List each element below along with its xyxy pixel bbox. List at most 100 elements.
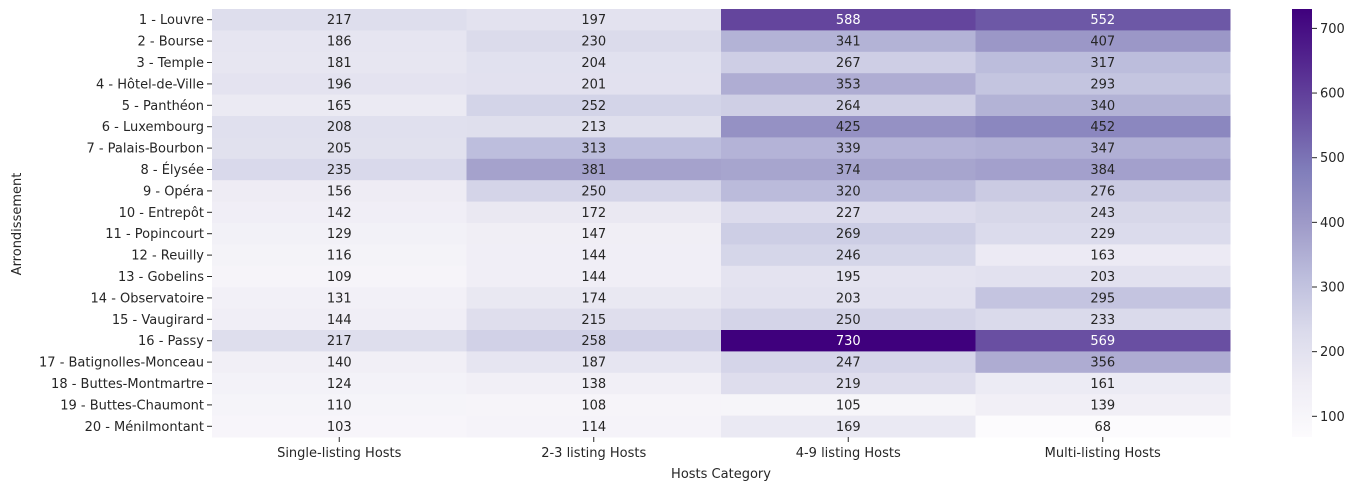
heatmap-cell	[212, 201, 467, 224]
colorbar-tick-label: 400	[1320, 216, 1345, 231]
heatmap-cell	[721, 9, 976, 31]
cell-value-label: 219	[836, 377, 861, 392]
cell-value-label: 196	[327, 77, 352, 92]
heatmap-cell	[212, 330, 467, 352]
heatmap-cell	[975, 9, 1231, 31]
heatmap-cell	[466, 73, 722, 96]
cell-value-label: 264	[836, 99, 861, 114]
cell-value-label: 552	[1090, 13, 1115, 28]
heatmap-cell	[466, 9, 722, 31]
row-tick-labels: 1 - Louvre 2 - Bourse 3 - Temple 4 - Hôtel-…	[39, 13, 212, 435]
y-axis-title: Arrondissement	[10, 173, 25, 276]
cell-value-label: 235	[327, 163, 352, 178]
cell-value-label: 374	[836, 163, 861, 178]
cell-value-label: 116	[327, 249, 352, 264]
heatmap-cell	[975, 73, 1231, 96]
column-tick-label: 2-3 listing Hosts	[541, 446, 646, 461]
row-tick-label: 10 - Entrepôt	[119, 206, 204, 221]
heatmap-cell	[212, 137, 467, 160]
heatmap-cell	[975, 265, 1231, 288]
column-tick-label: Multi-listing Hosts	[1045, 446, 1161, 461]
heatmap-cell	[466, 394, 722, 417]
heatmap-cell	[721, 351, 976, 374]
heatmap-cell	[975, 116, 1231, 138]
heatmap-cell	[466, 116, 722, 138]
cell-value-label: 105	[836, 398, 861, 413]
heatmap-cell	[212, 158, 467, 181]
row-tick-label: 7 - Palais-Bourbon	[86, 142, 204, 157]
cell-value-label: 347	[1090, 142, 1115, 157]
heatmap-cell	[212, 351, 467, 374]
heatmap-cell	[212, 94, 467, 117]
heatmap-cell	[721, 201, 976, 224]
cell-value-label: 339	[836, 142, 861, 157]
heatmap-cell	[975, 372, 1231, 395]
row-tick-label: 12 - Reuilly	[131, 249, 204, 264]
colorbar-tick-label: 500	[1320, 151, 1345, 166]
heatmap-cell	[212, 73, 467, 96]
colorbar-tick-label: 200	[1320, 345, 1345, 360]
heatmap-cell	[975, 287, 1231, 310]
cell-value-label: 187	[581, 356, 606, 371]
heatmap-cell	[466, 244, 722, 267]
heatmap-cell	[975, 394, 1231, 417]
heatmap-cell	[721, 265, 976, 288]
heatmap-cell	[466, 265, 722, 288]
heatmap-cell	[975, 415, 1231, 438]
heatmap-cell	[975, 180, 1231, 203]
heatmap-cell	[975, 158, 1231, 181]
heatmap-cell	[466, 30, 722, 53]
cell-value-label: 110	[327, 398, 352, 413]
column-tick-labels: Single-listing Hosts 2-3 listing Hosts 4-9…	[277, 437, 1161, 461]
cell-value-label: 425	[836, 120, 861, 135]
cell-value-label: 384	[1090, 163, 1115, 178]
heatmap-cells: 217 197 588 552 186 230 341 407 181 204 267 317 196 2…	[212, 9, 1231, 438]
cell-value-label: 730	[836, 334, 861, 349]
heatmap-cell	[212, 265, 467, 288]
cell-value-label: 356	[1090, 356, 1115, 371]
cell-value-label: 195	[836, 270, 861, 285]
cell-value-label: 246	[836, 249, 861, 264]
row-tick-label: 20 - Ménilmontant	[85, 420, 204, 435]
cell-value-label: 186	[327, 35, 352, 50]
heatmap-cell	[721, 244, 976, 267]
row-tick-label: 14 - Observatoire	[91, 291, 204, 306]
heatmap-cell	[975, 30, 1231, 53]
row-tick-label: 1 - Louvre	[139, 13, 204, 28]
heatmap-cell	[466, 223, 722, 245]
cell-value-label: 161	[1090, 377, 1115, 392]
heatmap-cell	[975, 308, 1231, 331]
cell-value-label: 407	[1090, 35, 1115, 50]
cell-value-label: 215	[581, 313, 606, 328]
cell-value-label: 174	[581, 291, 606, 306]
row-tick-label: 3 - Temple	[137, 56, 204, 71]
cell-value-label: 293	[1090, 77, 1115, 92]
heatmap-cell	[721, 158, 976, 181]
cell-value-label: 203	[1090, 270, 1115, 285]
row-tick-label: 18 - Buttes-Montmartre	[51, 377, 204, 392]
row-tick-label: 19 - Buttes-Chaumont	[60, 398, 204, 413]
row-tick-label: 13 - Gobelins	[118, 270, 204, 285]
heatmap-cell	[721, 287, 976, 310]
cell-value-label: 269	[836, 227, 861, 242]
cell-value-label: 103	[327, 420, 352, 435]
heatmap-cell	[721, 330, 976, 352]
heatmap-cell	[466, 287, 722, 310]
cell-value-label: 247	[836, 356, 861, 371]
cell-value-label: 208	[327, 120, 352, 135]
heatmap-cell	[212, 30, 467, 53]
colorbar	[1292, 9, 1312, 437]
cell-value-label: 156	[327, 184, 352, 199]
heatmap-cell	[721, 394, 976, 417]
cell-value-label: 230	[581, 35, 606, 50]
heatmap-cell	[975, 330, 1231, 352]
cell-value-label: 172	[581, 206, 606, 221]
cell-value-label: 147	[581, 227, 606, 242]
cell-value-label: 353	[836, 77, 861, 92]
heatmap-cell	[466, 201, 722, 224]
cell-value-label: 317	[1090, 56, 1115, 71]
cell-value-label: 169	[836, 420, 861, 435]
heatmap-cell	[212, 180, 467, 203]
heatmap-cell	[212, 372, 467, 395]
colorbar-tick-label: 300	[1320, 281, 1345, 296]
